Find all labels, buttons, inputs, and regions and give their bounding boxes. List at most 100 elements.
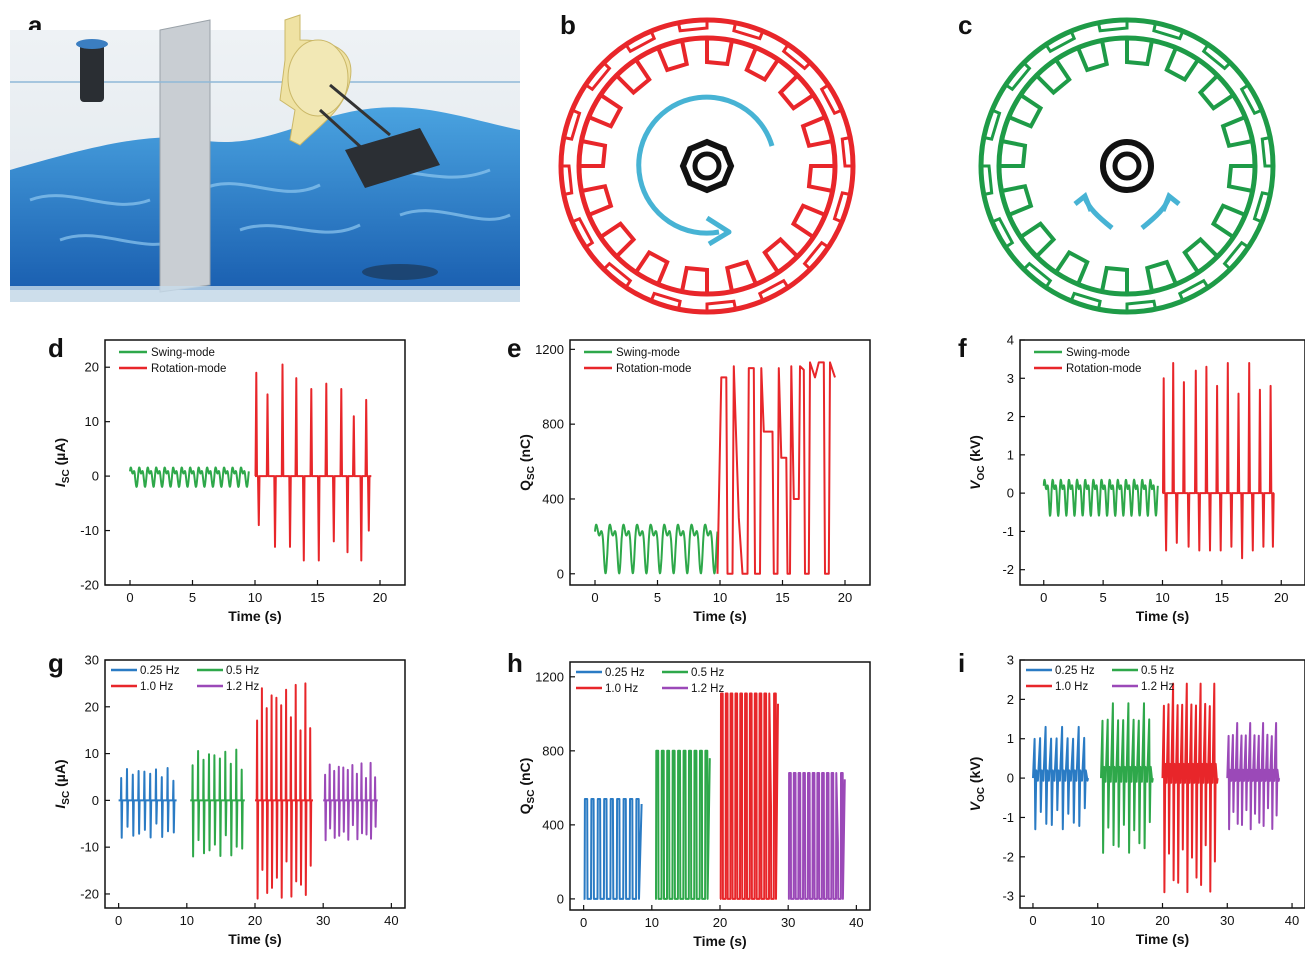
y-tick-label: 1200: [535, 342, 564, 357]
x-tick-label: 15: [1215, 590, 1229, 605]
series-line-1-0-hz: [1161, 682, 1219, 894]
chart-f-open-circuit-voltage-mode: 0 5 10 15 20 -2 -1 0 1 2 3 4 Time (s) VOC (kV) Swing-m…: [967, 333, 1305, 624]
series-line-swing-mode: [129, 466, 250, 488]
y-axis-label: QSC (nC): [517, 434, 537, 491]
legend-label: Swing-mode: [616, 347, 680, 359]
x-axis-label: Time (s): [228, 931, 281, 947]
x-axis-label: Time (s): [693, 933, 746, 949]
series-line-rotation-mode: [716, 361, 836, 575]
x-tick-label: 40: [384, 913, 398, 928]
x-tick-label: 20: [1274, 590, 1288, 605]
x-tick-label: 0: [115, 913, 122, 928]
y-tick-label: 4: [1007, 333, 1014, 348]
y-tick-label: 3: [1007, 371, 1014, 386]
y-tick-label: 1: [1007, 447, 1014, 462]
legend-label: Rotation-mode: [1066, 363, 1141, 375]
panel-letter-d: d: [48, 333, 64, 363]
wave-maker-cap: [76, 39, 108, 49]
series-line-swing-mode: [594, 523, 719, 575]
y-tick-label: 0: [557, 891, 564, 906]
x-tick-label: 20: [713, 915, 727, 930]
x-tick-label: 0: [126, 590, 133, 605]
legend-label: 1.2 Hz: [691, 683, 724, 695]
y-tick-label: 2: [1007, 692, 1014, 707]
legend-label: 0.25 Hz: [605, 667, 645, 679]
y-axis-label: QSC (nC): [517, 758, 537, 815]
y-tick-label: -3: [1002, 889, 1014, 904]
x-axis-label: Time (s): [228, 608, 281, 624]
y-axis-label: ISC (µA): [52, 759, 72, 808]
series-line-0-5-hz: [190, 748, 245, 858]
y-tick-label: -20: [80, 886, 99, 901]
y-tick-label: -20: [80, 578, 99, 593]
rotation-arrow-icon: [636, 94, 775, 236]
y-tick-label: 1: [1007, 731, 1014, 746]
x-tick-label: 30: [1220, 913, 1234, 928]
x-tick-label: 15: [310, 590, 324, 605]
y-tick-label: 10: [85, 746, 99, 761]
x-axis-label: Time (s): [1136, 608, 1189, 624]
legend-label: 1.0 Hz: [140, 681, 173, 693]
x-tick-label: 5: [189, 590, 196, 605]
x-tick-label: 20: [1155, 913, 1169, 928]
series-line-1-0-hz: [255, 682, 313, 900]
y-tick-label: 0: [92, 793, 99, 808]
wave-tank-illustration: [10, 14, 520, 302]
x-tick-label: 10: [645, 915, 659, 930]
series-line-rotation-mode: [254, 363, 372, 562]
y-tick-label: -2: [1002, 562, 1014, 577]
series-line-0-5-hz: [655, 749, 711, 900]
rotation-rotor-icon: [558, 17, 856, 315]
series-line-0-25-hz: [118, 767, 177, 839]
y-tick-label: 0: [1007, 486, 1014, 501]
panel-letter-f: f: [958, 333, 967, 363]
series-line-0-25-hz: [1032, 725, 1089, 831]
y-tick-label: 800: [542, 417, 564, 432]
legend-label: 0.5 Hz: [226, 665, 259, 677]
y-axis-label: ISC (µA): [52, 438, 72, 487]
legend-label: 1.0 Hz: [1055, 681, 1088, 693]
panel-letter-i: i: [958, 648, 965, 678]
panel-letter-e: e: [507, 333, 521, 363]
series-line-swing-mode: [1042, 478, 1159, 517]
y-tick-label: 0: [557, 566, 564, 581]
wave-maker-icon: [80, 42, 104, 102]
x-tick-label: 0: [1040, 590, 1047, 605]
y-tick-label: 400: [542, 817, 564, 832]
x-tick-label: 40: [849, 915, 863, 930]
series-line-1-2-hz: [1226, 722, 1281, 831]
series-line-0-25-hz: [583, 798, 643, 900]
x-tick-label: 0: [1029, 913, 1036, 928]
y-tick-label: 400: [542, 491, 564, 506]
chart-e-transferred-charge-mode: 0 5 10 15 20 0 400 800 1200 Time (s) QSC (nC) Swing…: [517, 339, 871, 624]
floating-plate-icon: [345, 128, 440, 188]
panel-letter-g: g: [48, 648, 64, 678]
legend-label: 0.25 Hz: [1055, 665, 1095, 677]
x-tick-label: 20: [373, 590, 387, 605]
y-axis-label: VOC (kV): [967, 435, 987, 490]
legend-label: Swing-mode: [1066, 347, 1130, 359]
legend-label: Swing-mode: [151, 347, 215, 359]
y-tick-label: 0: [92, 469, 99, 484]
y-tick-label: 30: [85, 653, 99, 668]
x-tick-label: 20: [838, 590, 852, 605]
series-line-1-2-hz: [323, 761, 378, 842]
y-tick-label: -2: [1002, 849, 1014, 864]
y-tick-label: 20: [85, 699, 99, 714]
generator-housing-icon: [279, 14, 352, 146]
y-axis-label: VOC (kV): [967, 757, 987, 812]
x-tick-label: 30: [781, 915, 795, 930]
wave-highlights: [29, 168, 511, 246]
x-tick-label: 10: [1090, 913, 1104, 928]
x-tick-label: 15: [775, 590, 789, 605]
x-axis-label: Time (s): [1136, 931, 1189, 947]
legend-label: 1.2 Hz: [226, 681, 259, 693]
legend-label: Rotation-mode: [151, 363, 226, 375]
series-line-1-2-hz: [787, 772, 846, 900]
x-axis-label: Time (s): [693, 608, 746, 624]
x-tick-label: 10: [248, 590, 262, 605]
x-tick-label: 10: [713, 590, 727, 605]
x-tick-label: 10: [1155, 590, 1169, 605]
